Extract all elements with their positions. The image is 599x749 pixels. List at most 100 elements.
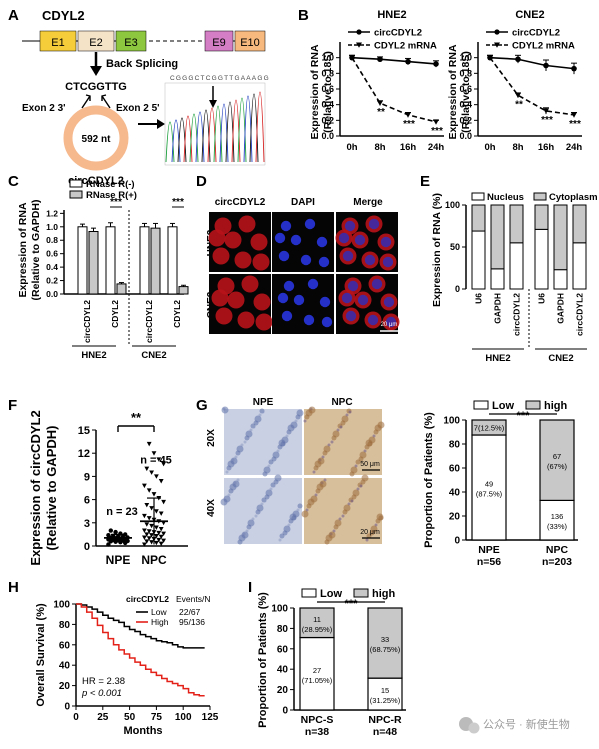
exon-e9-box [204,30,234,52]
g-bar-low [539,499,575,541]
exon-e3-box [115,30,147,52]
junction-arrow-right-icon [101,94,111,109]
chromatogram-peak [255,91,265,163]
e-group-label: CNE2 [548,353,573,364]
b-hne2-sig-label: *** [403,119,415,130]
g-ihc-cell [322,450,328,456]
panel-b-letter: B [298,7,309,24]
d-cell-nucleus [281,310,293,322]
d-cell-red [250,233,268,251]
g-ihc-cell [341,514,345,518]
c-y-tick-label: 1.2 [46,208,58,218]
g-ihc-cell [328,531,336,539]
g-ihc-cell [348,410,352,414]
g-ihc-cell [317,457,325,465]
e-legend-label: Nucleus [487,192,524,203]
f-y-tick-label: 0 [84,541,90,553]
watermark: 公众号 · 新使生物 [459,717,570,734]
panel-g: G NPE NPC 20X 40X 50 μm 20 μm Proportion… [196,397,578,568]
d-cell-nucleus [300,254,312,266]
g-scale-40x: 20 μm [360,529,380,536]
b-hne2-series-line [351,57,437,123]
d-cell-nucleus [293,294,305,306]
f-point-npc [154,533,159,539]
d-cell-nucleus [283,280,295,292]
exon-e10-box [234,30,266,52]
f-point-npc [149,506,154,511]
exon5-label: Exon 2 5' [116,103,160,114]
panel-f-ylabel-1: Expression of circCDYL2 [28,410,43,565]
g-legend-swatch [525,400,541,410]
f-point-npe [108,528,114,533]
g-ihc-cell [223,495,231,503]
h-legend-title: circCDYL2 [126,594,169,604]
d-cell-nucleus [344,220,356,232]
h-x-tick-label: 75 [151,712,163,723]
panel-c-ylabel-1: Expression of RNA [17,202,29,298]
d-scale-label: 20 μm [381,322,398,328]
d-cell-nucleus [290,234,302,246]
panel-e-ylabel: Expression of RNA (%) [431,193,443,307]
b-hne2-legend-label: CDYL2 mRNA [374,41,437,52]
g-n-label: n=56 [477,556,501,568]
g-high-count: 67 [553,452,561,461]
i-y-tick-label: 100 [271,604,288,615]
c-x-tick-label: circCDYL2 [144,300,154,343]
g-ihc-cell [226,465,232,471]
b-hne2-legend-label: circCDYL2 [374,28,422,39]
b-cne2-sig-label: ** [515,99,523,110]
i-low-count: 27 [313,666,321,675]
c-y-tick-label: 0.8 [46,235,58,245]
b-cne2-y-tick-label: 0.2 [459,115,472,125]
b-cne2-point [543,62,549,69]
h-y-tick-label: 0 [64,702,70,713]
e-x-tick-label: circCDYL2 [512,293,522,336]
d-microscopy-grid [208,212,400,334]
g-bar-high [539,419,575,502]
i-bar-low [299,636,335,711]
d-cell-nucleus [368,218,380,230]
g-ihc-cell [297,503,303,509]
e-y-tick-label: 0 [455,284,460,294]
i-n-label: n=38 [305,726,329,738]
b-cne2-series-line [489,57,575,116]
exon-e10-label: E10 [240,37,260,49]
panel-b-ylabel-2: (Relative to 18S) [322,51,334,133]
g-ihc-cell [230,457,238,465]
b-cne2-x-tick-label: 24h [566,142,583,153]
b-cne2-y-tick-label: 0.6 [459,84,472,94]
panel-f-ylabel-2: (Relative to GAPDH) [44,426,59,551]
panel-d-letter: D [196,173,207,190]
f-point-npc [149,540,154,545]
f-point-npc [146,529,152,534]
g-y-tick-label: 40 [449,488,461,499]
d-cell-red [252,253,270,271]
b-cne2-y-tick-label: 0.0 [459,131,472,141]
d-cell-nucleus [304,218,316,230]
b-cne2-y-tick-label: 1.0 [459,53,472,63]
g-ihc-cell [225,470,229,474]
g-ihc-cell [304,414,310,420]
e-x-tick-label: U6 [474,293,484,304]
g-row-label-1: 20X [206,429,217,447]
d-cell-nucleus [316,236,328,248]
g-ihc-cell [358,456,364,462]
g-ihc-cell [261,410,265,414]
c-y-tick-label: 0.6 [46,249,58,259]
d-cell-red [224,231,242,249]
b-cne2-title: CNE2 [515,9,544,21]
g-ihc-cell [244,435,250,441]
f-x-tick-label: NPE [106,553,131,567]
d-cell-nucleus [280,220,292,232]
c-y-tick-label: 0.0 [46,289,58,299]
i-high-count: 11 [313,615,321,624]
g-col-label-2: NPC [331,397,352,408]
panel-b-ylabel-3: Expression of RNA [447,44,459,140]
c-bar [139,226,150,295]
g-y-tick-label: 0 [454,536,460,547]
panel-c-letter: C [8,173,19,190]
f-point-npc [161,462,166,467]
exon3-label: Exon 2 3' [22,103,66,114]
g-scale-20x: 50 μm [360,461,380,468]
